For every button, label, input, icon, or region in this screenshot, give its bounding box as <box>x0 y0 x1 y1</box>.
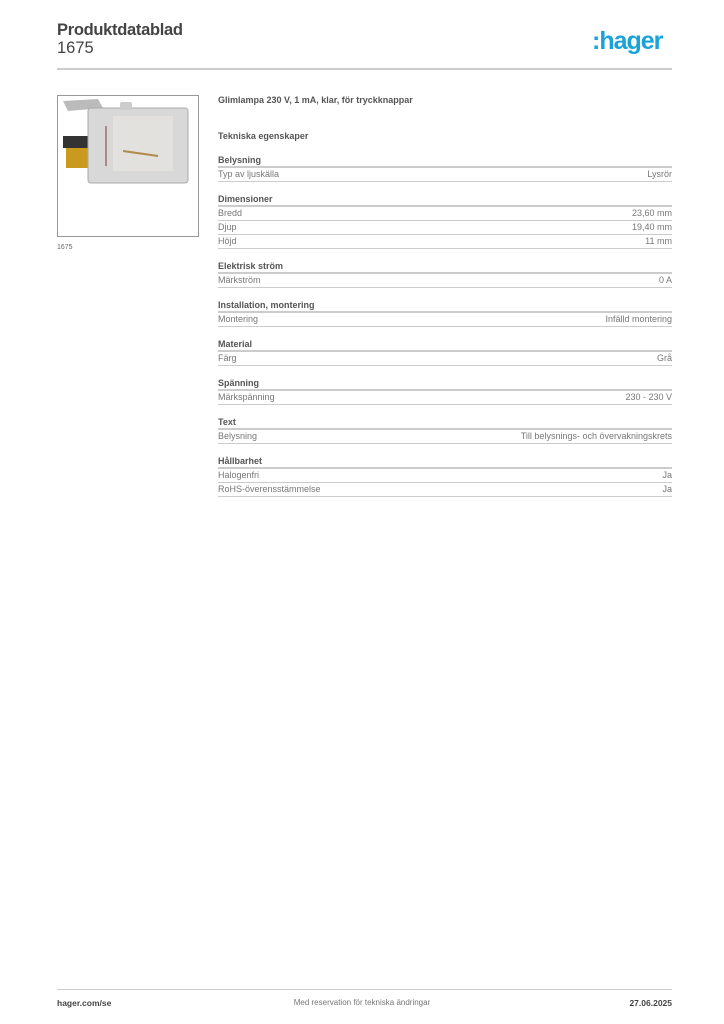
spec-label: Belysning <box>218 431 258 441</box>
spec-row: Höjd 11 mm <box>218 235 672 249</box>
spec-value: Lysrör <box>647 169 672 179</box>
header-divider <box>57 68 672 70</box>
spec-value: 0 A <box>658 275 672 285</box>
spec-row: Halogenfri Ja <box>218 469 672 483</box>
spec-section: Spänning Märkspänning 230 - 230 V <box>218 378 672 405</box>
spec-section: Installation, montering Montering Infälld … <box>218 300 672 327</box>
spec-label: Djup <box>218 222 237 232</box>
spec-row: Belysning Till belysnings- och övervaknin… <box>218 430 672 444</box>
section-title: Hållbarhet <box>218 456 672 469</box>
spec-label: Typ av ljuskälla <box>218 169 280 179</box>
footer-divider <box>57 989 672 990</box>
spec-value: Ja <box>662 484 672 494</box>
spec-value: 230 - 230 V <box>625 392 672 402</box>
product-number: 1675 <box>57 39 94 57</box>
spec-value: Grå <box>656 353 672 363</box>
footer-date: 27.06.2025 <box>629 998 672 1008</box>
section-title: Belysning <box>218 155 672 168</box>
product-image <box>57 95 199 237</box>
spec-row: Färg Grå <box>218 352 672 366</box>
spec-section: Text Belysning Till belysnings- och överva… <box>218 417 672 444</box>
hager-logo: :hager <box>592 27 663 55</box>
section-title: Material <box>218 339 672 352</box>
spec-content: Glimlampa 230 V, 1 mA, klar, för tryckkn… <box>218 95 672 497</box>
spec-row: Djup 19,40 mm <box>218 221 672 235</box>
spec-value: 23,60 mm <box>631 208 672 218</box>
product-name: Glimlampa 230 V, 1 mA, klar, för tryckkn… <box>218 95 413 105</box>
spec-label: Märkspänning <box>218 392 275 402</box>
spec-label: Höjd <box>218 236 237 246</box>
spec-row: RoHS-överensstämmelse Ja <box>218 483 672 497</box>
section-title: Dimensioner <box>218 194 672 207</box>
spec-label: Färg <box>218 353 237 363</box>
spec-row: Märkström 0 A <box>218 274 672 288</box>
spec-section: Material Färg Grå <box>218 339 672 366</box>
spec-section: Dimensioner Bredd 23,60 mm Djup 19,40 mm Höjd… <box>218 194 672 249</box>
spec-row: Montering Infälld montering <box>218 313 672 327</box>
spec-value: 19,40 mm <box>631 222 672 232</box>
page-title: Produktdatablad <box>57 21 183 39</box>
spec-value: 11 mm <box>645 236 672 246</box>
spec-label: Halogenfri <box>218 470 260 480</box>
spec-value: Infälld montering <box>605 314 672 324</box>
spec-label: Märkström <box>218 275 261 285</box>
spec-section: Elektrisk ström Märkström 0 A <box>218 261 672 288</box>
spec-label: Bredd <box>218 208 243 218</box>
footer-disclaimer: Med reservation för tekniska ändringar <box>293 998 431 1007</box>
spec-label: Montering <box>218 314 259 324</box>
section-title: Installation, montering <box>218 300 672 313</box>
image-caption: 1675 <box>57 244 73 251</box>
spec-value: Till belysnings- och övervakningskrets <box>520 431 672 441</box>
spec-section: Belysning Typ av ljuskälla Lysrör <box>218 155 672 182</box>
section-title: Spänning <box>218 378 672 391</box>
tech-heading: Tekniska egenskaper <box>218 131 309 141</box>
section-title: Elektrisk ström <box>218 261 672 274</box>
footer-website[interactable]: hager.com/se <box>57 998 112 1008</box>
spec-label: RoHS-överensstämmelse <box>218 484 321 494</box>
section-title: Text <box>218 417 672 430</box>
spec-row: Bredd 23,60 mm <box>218 207 672 221</box>
spec-value: Ja <box>662 470 672 480</box>
spec-section: Hållbarhet Halogenfri Ja RoHS-överensstämme… <box>218 456 672 497</box>
spec-row: Märkspänning 230 - 230 V <box>218 391 672 405</box>
spec-row: Typ av ljuskälla Lysrör <box>218 168 672 182</box>
